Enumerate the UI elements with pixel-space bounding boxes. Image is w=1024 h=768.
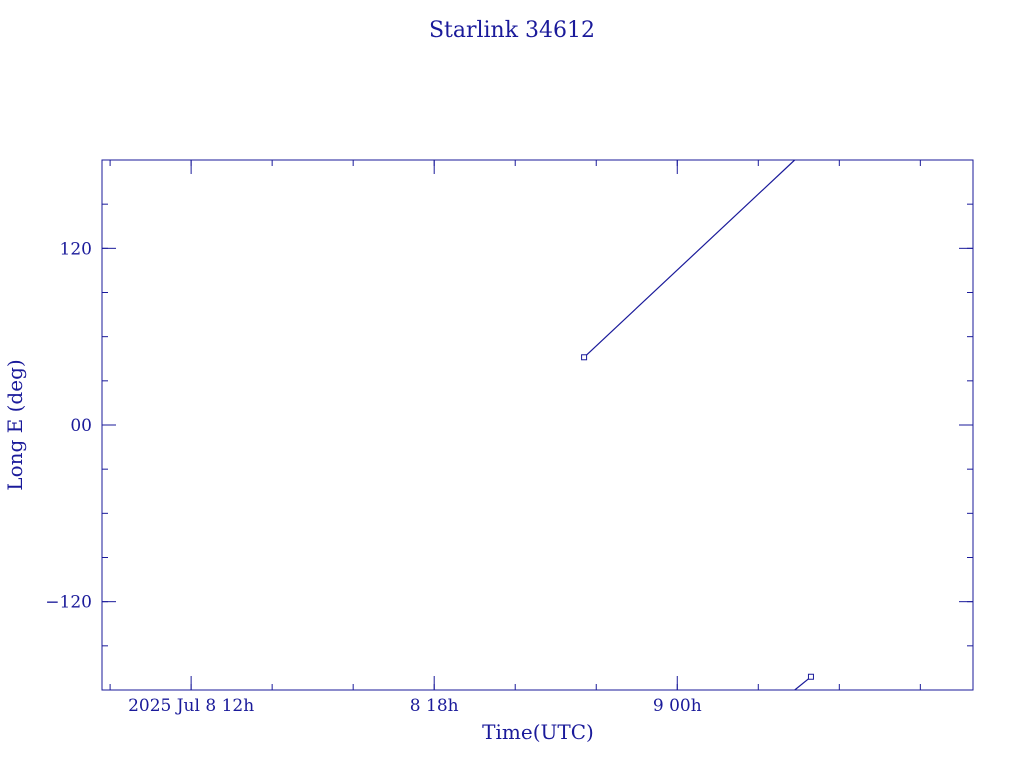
- series-layer: [581, 159, 814, 691]
- x-tick-label: 2025 Jul 8 12h: [128, 696, 254, 716]
- y-axis-label: Long E (deg): [3, 359, 27, 490]
- plot-frame: [101, 159, 974, 691]
- axes-layer: 2025 Jul 8 12h 8 18h 9 00h 120 00 −120: [45, 160, 973, 716]
- chart-title: Starlink 34612: [429, 18, 595, 43]
- y-tick-label: 120: [60, 239, 92, 259]
- x-axis-label: Time(UTC): [482, 720, 594, 744]
- x-tick-label: 9 00h: [653, 696, 702, 716]
- data-point-marker: [581, 354, 588, 361]
- y-tick-label: −120: [45, 593, 92, 613]
- series-line-segment: [583, 159, 796, 358]
- x-tick-label: 8 18h: [410, 696, 459, 716]
- data-point-marker: [807, 673, 814, 680]
- y-tick-label: 00: [70, 416, 92, 436]
